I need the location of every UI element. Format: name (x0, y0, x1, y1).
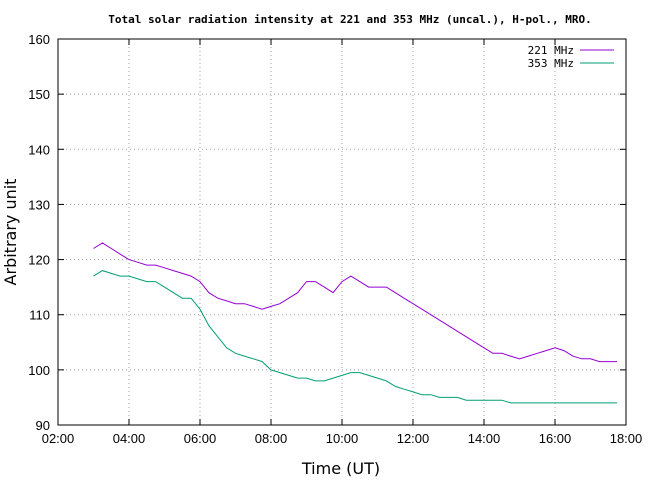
plot-frame (57, 38, 627, 426)
y-tick-label: 160 (28, 32, 50, 47)
x-tick-label: 06:00 (184, 431, 217, 446)
y-axis-label: Arbitrary unit (1, 179, 20, 286)
legend: 221 MHz 353 MHz (528, 44, 614, 70)
series-layer (93, 242, 618, 404)
x-tick-label: 04:00 (113, 431, 146, 446)
x-tick-label: 08:00 (255, 431, 288, 446)
grid (58, 39, 626, 425)
y-tick-label: 110 (29, 308, 50, 323)
series-line-1 (93, 270, 618, 404)
axis-ticks: 02:00 04:00 06:00 08:00 10:00 12:00 14:00 16:00… (28, 32, 642, 446)
y-tick-label: 140 (28, 142, 50, 157)
y-tick-label: 100 (28, 363, 50, 378)
y-tick-label: 130 (28, 197, 50, 212)
x-axis-label: Time (UT) (301, 459, 380, 478)
y-tick-label: 90 (36, 418, 50, 433)
x-tick-label: 16:00 (539, 431, 572, 446)
x-tick-label: 18:00 (610, 431, 643, 446)
legend-label-353: 353 MHz (528, 57, 574, 70)
x-tick-label: 02:00 (42, 431, 75, 446)
chart-title: Total solar radiation intensity at 221 a… (108, 13, 591, 26)
series-line-0 (93, 242, 618, 363)
x-tick-label: 14:00 (468, 431, 501, 446)
x-tick-label: 12:00 (397, 431, 430, 446)
y-tick-label: 150 (28, 87, 50, 102)
legend-label-221: 221 MHz (528, 44, 574, 57)
y-tick-label: 120 (28, 253, 50, 268)
x-tick-label: 10:00 (326, 431, 359, 446)
